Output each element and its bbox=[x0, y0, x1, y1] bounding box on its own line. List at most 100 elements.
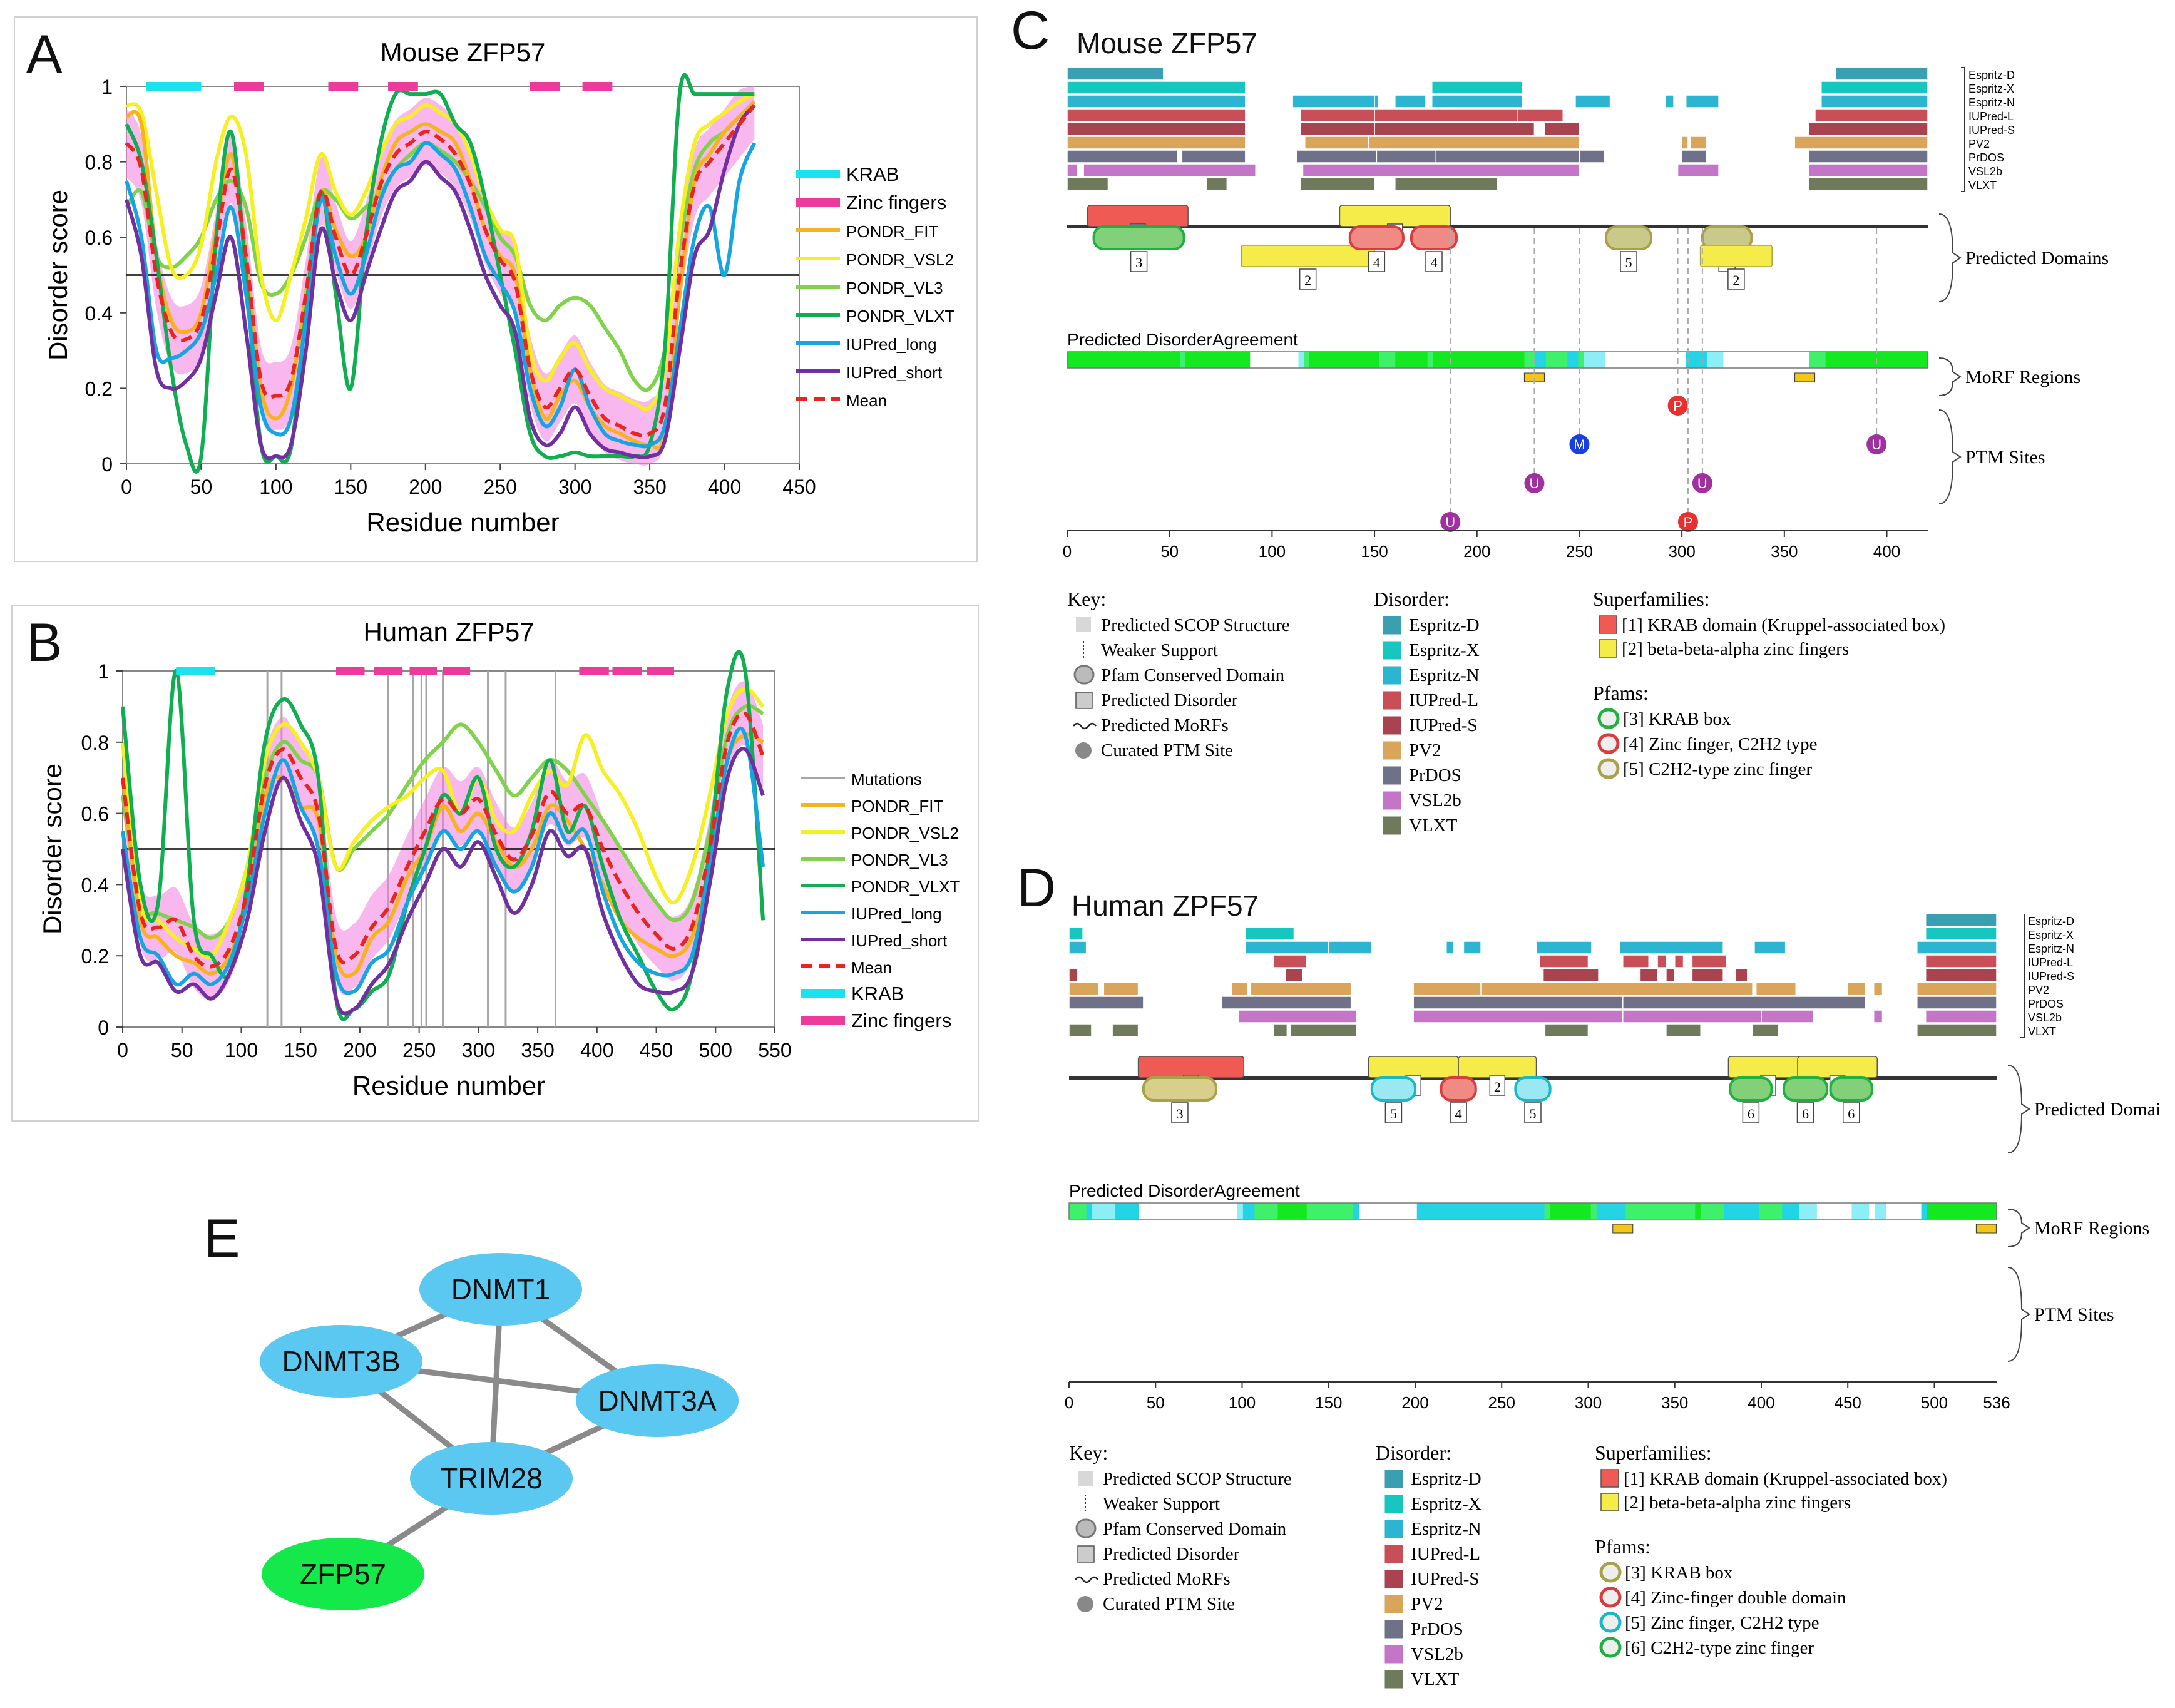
disorder-segment-vlxt bbox=[1395, 177, 1498, 191]
agreement-cell bbox=[1696, 352, 1703, 368]
domain-id-box bbox=[1796, 1102, 1814, 1123]
x-tick-label: 350 bbox=[633, 476, 666, 498]
agreement-cell bbox=[1440, 1203, 1447, 1219]
agreement-cell bbox=[1202, 1203, 1209, 1219]
agreement-cell bbox=[1376, 1203, 1383, 1219]
agreement-cell bbox=[1318, 1203, 1325, 1219]
agreement-cell bbox=[1875, 1203, 1881, 1219]
agreement-cell bbox=[1770, 1203, 1778, 1219]
chart-title: Mouse ZFP57 bbox=[381, 38, 546, 67]
agreement-cell bbox=[1190, 352, 1197, 368]
node-dnmt3a bbox=[576, 1364, 739, 1437]
disorder-segment-vlxt bbox=[1666, 1023, 1701, 1037]
side-label-ptm-sites: PTM Sites bbox=[1965, 447, 2045, 468]
agreement-cell bbox=[1729, 1203, 1737, 1219]
axis-tick-label: 250 bbox=[1566, 542, 1593, 561]
disorder-segment-pv2 bbox=[1067, 136, 1246, 150]
agreement-cell bbox=[1689, 1203, 1696, 1219]
agreement-cell bbox=[1594, 352, 1600, 368]
superfamily-domain bbox=[1137, 1056, 1245, 1078]
disorder-segment-iupred-l bbox=[1925, 954, 1997, 968]
key-item: Predicted Disorder bbox=[1103, 1544, 1240, 1564]
pfam-swatch bbox=[1599, 1562, 1622, 1583]
domain-id-box bbox=[1368, 251, 1386, 272]
agreement-cell bbox=[1427, 352, 1434, 368]
disorder-segment-espritz-n bbox=[1535, 941, 1592, 954]
agreement-cell bbox=[1596, 1203, 1604, 1219]
agreement-cell bbox=[1538, 1203, 1545, 1219]
agreement-cell bbox=[1979, 1203, 1986, 1219]
agreement-cell bbox=[1915, 1203, 1922, 1219]
x-tick-label: 450 bbox=[640, 1039, 673, 1061]
axis-tick-label: 400 bbox=[1748, 1393, 1774, 1412]
track-label-prdos: PrDOS bbox=[2028, 998, 2064, 1010]
series-pondr-vsl2 bbox=[121, 687, 765, 959]
legend-label-krab: KRAB bbox=[851, 983, 904, 1005]
disorder-segment-espritz-d bbox=[1835, 67, 1928, 81]
agreement-cell bbox=[1132, 1203, 1140, 1219]
agreement-cell bbox=[1244, 352, 1251, 368]
agreement-cell bbox=[1556, 1203, 1563, 1219]
agreement-cell bbox=[1325, 352, 1332, 368]
agreement-cell bbox=[1142, 352, 1149, 368]
disorder-segment-espritz-n bbox=[1665, 95, 1674, 108]
disorder-legend-item: PV2 bbox=[1409, 740, 1441, 760]
node-zfp57 bbox=[262, 1538, 424, 1610]
agreement-cell bbox=[1885, 352, 1891, 368]
disorder-legend-item: PV2 bbox=[1411, 1594, 1443, 1614]
panel-e-label: E bbox=[204, 1209, 240, 1269]
disorder-legend-item: Espritz-N bbox=[1411, 1519, 1482, 1539]
track-label-vsl2b: VSL2b bbox=[2028, 1011, 2062, 1024]
disorder-segment-pv2 bbox=[1794, 136, 1928, 150]
legend-label-krab: KRAB bbox=[846, 163, 899, 185]
agreement-cell bbox=[1092, 1203, 1099, 1219]
agreement-cell bbox=[1653, 352, 1660, 368]
agreement-cell bbox=[1144, 1203, 1151, 1219]
agreement-cell bbox=[1814, 352, 1821, 368]
agreement-cell bbox=[1798, 352, 1805, 368]
disorder-segment-pv2 bbox=[1917, 982, 1997, 996]
agreement-cell bbox=[1352, 352, 1359, 368]
disorder-segment-vlxt bbox=[1112, 1023, 1139, 1037]
agreement-cell bbox=[1777, 352, 1783, 368]
disorder-segment-iupred-s bbox=[1544, 122, 1580, 136]
agreement-cell bbox=[1805, 1203, 1812, 1219]
pfam-item: [6] C2H2-type zinc finger bbox=[1625, 1638, 1814, 1658]
disorder-segment-vlxt bbox=[1808, 177, 1928, 191]
disorder-segment-iupred-l bbox=[1067, 108, 1246, 122]
axis-tick-label: 350 bbox=[1661, 1393, 1688, 1412]
agreement-cell bbox=[1451, 1203, 1458, 1219]
agreement-cell bbox=[1637, 1203, 1644, 1219]
disorder-legend-item: Espritz-D bbox=[1409, 615, 1480, 635]
disorder-segment-iupred-s bbox=[1374, 122, 1535, 136]
disorder-segment-prdos bbox=[1917, 996, 1997, 1010]
panel-d-title: Human ZPF57 bbox=[1072, 889, 1259, 922]
agreement-cell bbox=[1788, 1203, 1794, 1219]
agreement-cell bbox=[1098, 1203, 1105, 1219]
disorder-segment-vsl2b bbox=[1238, 1010, 1357, 1023]
key-item: Predicted Disorder bbox=[1101, 690, 1238, 710]
agreement-cell bbox=[1497, 352, 1504, 368]
agreement-cell bbox=[1841, 352, 1848, 368]
pfam-swatch bbox=[1597, 758, 1620, 779]
agreement-cell bbox=[1150, 1203, 1157, 1219]
domain-id-label: 2 bbox=[1494, 1079, 1501, 1095]
agreement-cell bbox=[1851, 1203, 1858, 1219]
agreement-cell bbox=[1336, 1203, 1343, 1219]
disorder-swatch-pv2 bbox=[1382, 740, 1402, 760]
domain-map-d: Espritz-DEspritz-XEspritz-NIUPred-LIUPre… bbox=[1065, 914, 2159, 1689]
disorder-segment-espritz-d bbox=[1925, 914, 1997, 927]
agreement-cell bbox=[1180, 352, 1187, 368]
agreement-cell bbox=[1683, 1203, 1691, 1219]
domain-id-box bbox=[1524, 1102, 1542, 1123]
key-item: Predicted SCOP Structure bbox=[1103, 1469, 1292, 1489]
agreement-cell bbox=[1750, 352, 1756, 368]
disorder-legend-item: IUPred-S bbox=[1409, 715, 1478, 735]
agreement-cell bbox=[1631, 1203, 1638, 1219]
pfam-item: [4] Zinc-finger double domain bbox=[1625, 1588, 1846, 1608]
disorder-segment-espritz-n bbox=[1292, 95, 1375, 108]
morf-marker bbox=[1794, 372, 1816, 382]
track-label-espritz-x: Espritz-X bbox=[2028, 929, 2074, 941]
agreement-cell bbox=[1099, 352, 1106, 368]
agreement-cell bbox=[1614, 1203, 1620, 1219]
